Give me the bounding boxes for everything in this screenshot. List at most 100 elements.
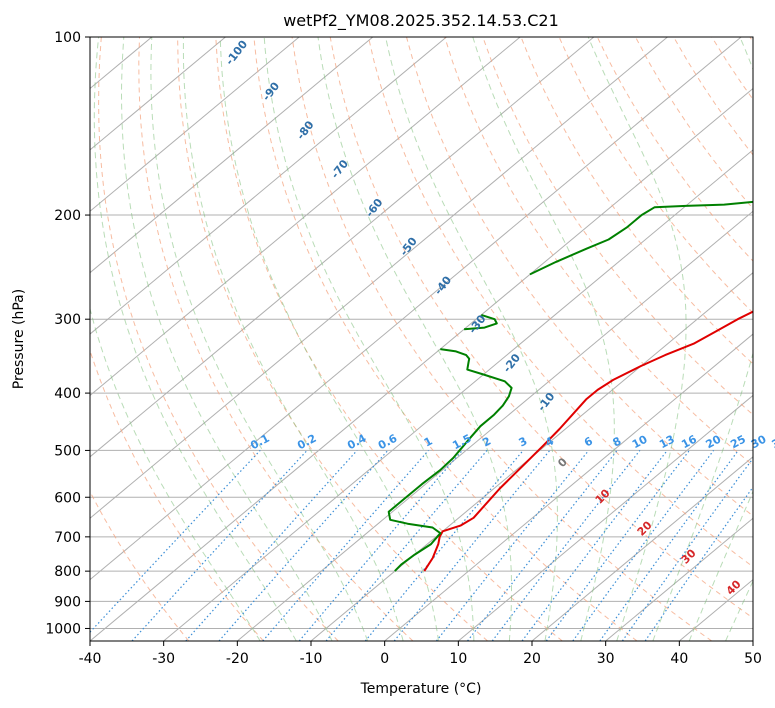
mixing-ratio-label: 0.6 bbox=[376, 432, 400, 453]
y-tick-label: 300 bbox=[54, 312, 81, 328]
isotherm-line bbox=[90, 37, 742, 581]
isotherm-line bbox=[0, 37, 4, 641]
moist-adiabat-line bbox=[317, 37, 512, 641]
dry-adiabat-line bbox=[291, 37, 712, 641]
sounding-profile-line bbox=[387, 348, 513, 572]
mixing-ratio-label: 20 bbox=[704, 432, 724, 451]
x-tick-label: -10 bbox=[300, 651, 323, 667]
y-tick-label: 100 bbox=[54, 30, 81, 46]
mixing-ratio-label: 36 bbox=[770, 432, 775, 451]
mixing-ratio-line bbox=[599, 450, 739, 641]
isotherm-line bbox=[90, 37, 521, 397]
mixing-ratio-label: 1 bbox=[422, 434, 435, 449]
mixing-ratio-line bbox=[325, 450, 488, 641]
moist-adiabat-line bbox=[472, 37, 615, 641]
moist-adiabat-label: 20 bbox=[635, 518, 655, 538]
mixing-ratio-line bbox=[435, 450, 590, 641]
dry-adiabat-label: -60 bbox=[363, 196, 386, 220]
x-tick-label: 10 bbox=[449, 651, 467, 667]
dry-adiabat-line bbox=[90, 490, 190, 641]
mixing-ratio-label: 13 bbox=[657, 433, 677, 452]
isotherm-line bbox=[90, 87, 753, 641]
x-tick-label: -30 bbox=[152, 651, 175, 667]
isotherm-line bbox=[531, 456, 753, 641]
mixing-ratio-line bbox=[467, 450, 618, 641]
isotherm-line bbox=[90, 37, 374, 274]
mixing-ratio-label: 6 bbox=[582, 434, 595, 449]
mixing-ratio-line bbox=[621, 457, 753, 641]
mixing-ratio-label: 3 bbox=[517, 434, 530, 449]
moist-adiabat-label: 40 bbox=[724, 577, 744, 597]
isotherm-line bbox=[237, 210, 753, 641]
mixing-ratio-line bbox=[90, 449, 261, 634]
dry-adiabat-line bbox=[138, 37, 414, 641]
moist-adiabat-line bbox=[385, 37, 558, 641]
mixing-ratio-line bbox=[393, 450, 551, 641]
mixing-ratio-line bbox=[545, 450, 690, 641]
moist-adiabat-line bbox=[219, 37, 439, 641]
chart-title: wetPf2_YM08.2025.352.14.53.C21 bbox=[283, 11, 559, 31]
dry-adiabat-line bbox=[711, 37, 753, 101]
isotherm-line bbox=[90, 37, 668, 519]
mixing-ratio-label: 0.4 bbox=[345, 432, 369, 453]
dry-adiabat-line bbox=[558, 37, 753, 314]
dry-adiabat-label: -90 bbox=[260, 79, 283, 103]
moist-adiabat-line bbox=[90, 306, 261, 641]
mixing-ratio-label: 10 bbox=[630, 432, 650, 451]
mixing-ratio-label: 16 bbox=[679, 432, 699, 451]
dry-adiabat-line bbox=[635, 37, 753, 210]
dry-adiabat-line bbox=[215, 37, 563, 641]
grid-layer bbox=[0, 37, 753, 641]
moist-adiabat-line bbox=[182, 37, 404, 641]
isotherm-line bbox=[458, 394, 753, 641]
dry-adiabat-label: -70 bbox=[329, 157, 352, 181]
mixing-ratio-label: 2 bbox=[480, 434, 493, 449]
isotherm-line bbox=[310, 272, 753, 641]
mixing-ratio-line bbox=[491, 450, 641, 641]
dry-adiabat-line bbox=[749, 37, 753, 43]
x-tick-label: 0 bbox=[380, 651, 389, 667]
moist-adiabat-line bbox=[688, 490, 753, 641]
dry-adiabat-label: -100 bbox=[223, 38, 250, 68]
mixing-ratio-label: 8 bbox=[611, 434, 624, 449]
y-tick-label: 800 bbox=[54, 564, 81, 580]
dry-adiabat-line bbox=[98, 37, 339, 641]
mixing-ratio-label: 30 bbox=[749, 432, 769, 451]
isotherm-line bbox=[90, 37, 300, 212]
mixing-ratio-label: 0.2 bbox=[295, 432, 318, 453]
dry-adiabat-label: -40 bbox=[432, 273, 455, 297]
sounding-profile-line bbox=[423, 310, 753, 572]
moist-adiabat-line bbox=[150, 37, 369, 641]
moist-adiabat-line bbox=[725, 579, 753, 641]
x-tick-label: 50 bbox=[744, 651, 762, 667]
isotherm-line bbox=[679, 578, 753, 641]
mixing-ratio-line bbox=[572, 450, 715, 641]
moist-adiabat-line bbox=[263, 37, 475, 641]
sounding-profile-line bbox=[529, 200, 753, 276]
x-axis: -40 -30 -20 -10 0 10 20 30 40 50 bbox=[79, 641, 762, 667]
y-tick-label: 900 bbox=[54, 594, 81, 610]
y-tick-label: 600 bbox=[54, 490, 81, 506]
y-tick-label: 400 bbox=[54, 386, 81, 402]
mixing-ratio-line bbox=[185, 449, 358, 641]
moist-adiabat-line bbox=[93, 37, 297, 641]
isotherm-line bbox=[90, 37, 447, 335]
y-axis: 100 200 300 400 500 600 700 800 900 1000 bbox=[45, 30, 90, 637]
moist-adiabat-line bbox=[587, 37, 687, 641]
dry-adiabat-line bbox=[406, 37, 753, 517]
y-tick-label: 700 bbox=[54, 530, 81, 546]
moist-adiabat-label: 10 bbox=[593, 486, 613, 506]
isotherm-line bbox=[384, 333, 753, 641]
mixing-ratio-label: 25 bbox=[728, 433, 748, 452]
isotherm-line bbox=[752, 640, 753, 641]
dry-adiabat-label: -80 bbox=[294, 118, 317, 142]
x-tick-label: 40 bbox=[670, 651, 688, 667]
isotherm-line bbox=[90, 37, 595, 458]
x-tick-label: -20 bbox=[226, 651, 249, 667]
mixing-ratio-line bbox=[644, 486, 753, 641]
mixing-ratio-line bbox=[521, 450, 668, 641]
x-tick-label: 20 bbox=[523, 651, 541, 667]
y-tick-label: 1000 bbox=[45, 621, 81, 637]
mixing-ratio-label: 0.1 bbox=[248, 432, 271, 453]
